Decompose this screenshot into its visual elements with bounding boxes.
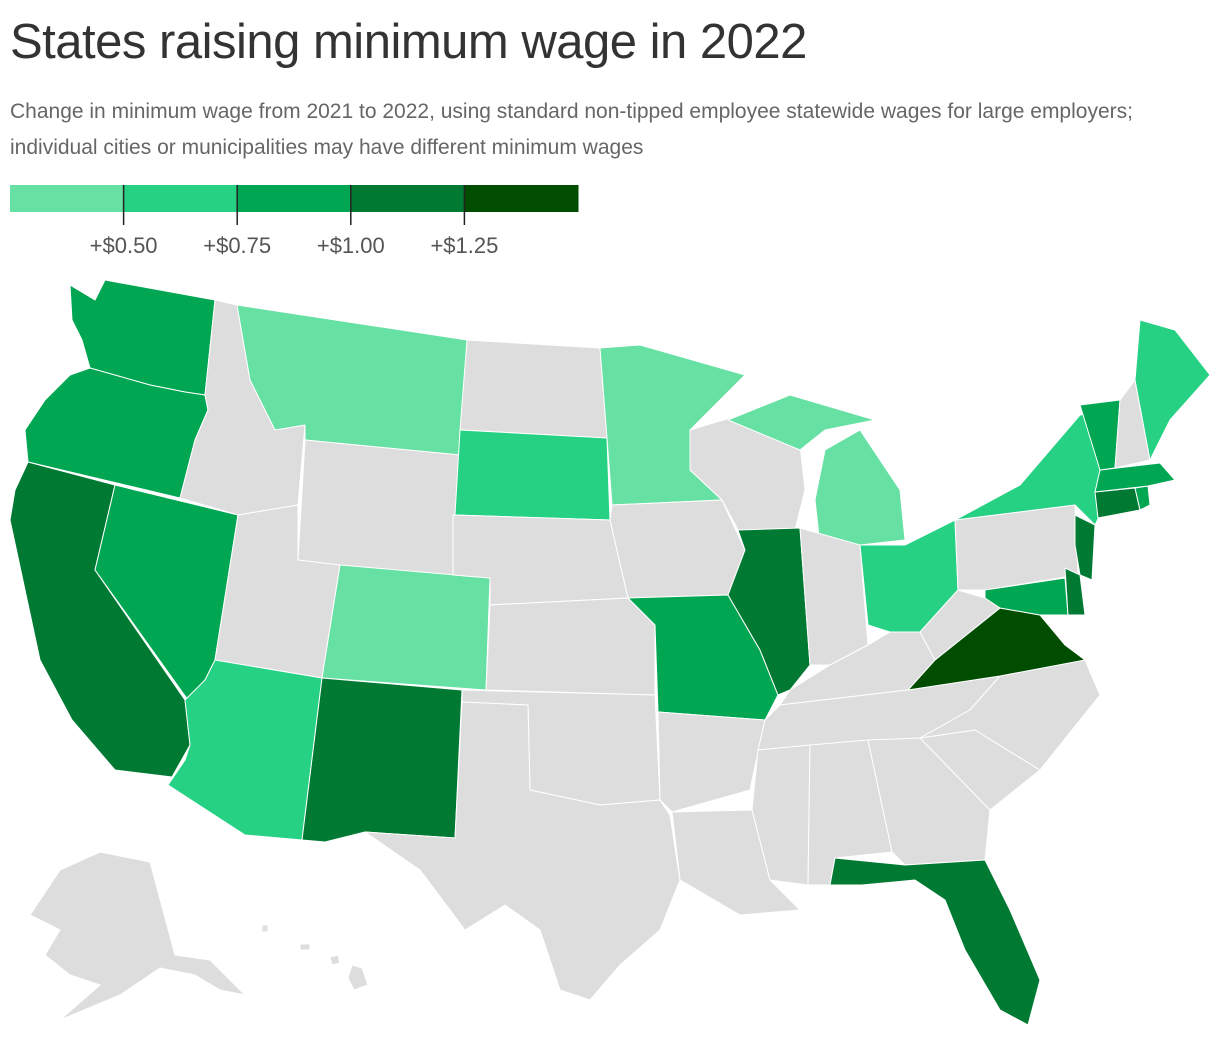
state-md [984, 577, 1069, 616]
state-ia [609, 499, 746, 599]
legend-tick-label: +$1.00 [317, 233, 385, 258]
state-ct [1094, 487, 1141, 519]
state-co [321, 564, 491, 691]
state-ms [751, 744, 811, 886]
legend-swatch [123, 185, 238, 212]
page-subtitle: Change in minimum wage from 2021 to 2022… [10, 100, 1133, 159]
state-ma [1094, 462, 1176, 493]
state-tx [364, 701, 681, 1001]
state-me [1134, 319, 1211, 461]
legend-swatch [237, 185, 352, 212]
state-nj [1074, 514, 1096, 581]
legend-swatch [10, 185, 125, 212]
state-nm [301, 677, 463, 843]
state-ar [657, 711, 766, 813]
legend-swatch [350, 185, 465, 212]
state-sd [454, 429, 611, 521]
state-fl [829, 857, 1041, 1026]
state-wy [297, 439, 461, 581]
state-de [1064, 567, 1086, 616]
legend-tick-label: +$0.75 [203, 233, 271, 258]
legend-tick-label: +$0.50 [90, 233, 158, 258]
state-mi [727, 394, 906, 546]
state-ak [29, 851, 246, 1021]
us-map [9, 279, 1211, 1026]
legend-svg: +$0.50 +$0.75 +$1.00 +$1.25 [10, 185, 579, 258]
color-legend: +$0.50 +$0.75 +$1.00 +$1.25 [10, 185, 579, 275]
state-nc [919, 659, 1101, 771]
legend-tick-label: +$1.25 [430, 233, 498, 258]
state-in [799, 527, 869, 666]
state-nd [459, 339, 608, 439]
page-title: States raising minimum wage in 2022 [10, 15, 807, 69]
state-ks [485, 597, 656, 696]
legend-swatch [464, 185, 579, 212]
state-hi [261, 924, 369, 991]
